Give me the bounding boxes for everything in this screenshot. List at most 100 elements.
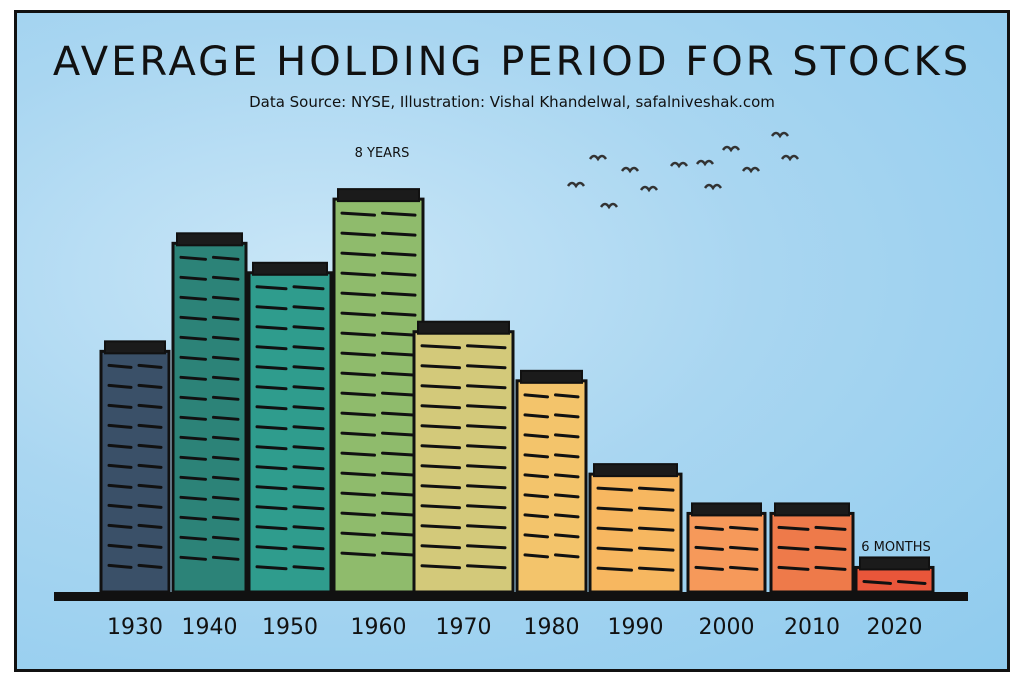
window-stripe [420,484,461,490]
bird-icon [741,166,761,174]
x-tick-label: 2000 [699,615,755,640]
window-stripe [292,325,325,331]
window-stripe [255,305,288,311]
window-stripe [381,251,417,257]
window-stripe [255,565,288,571]
window-stripe [255,525,288,531]
window-stripe [638,566,675,572]
bar-1930 [99,340,171,594]
window-stripe [554,453,580,459]
window-stripe [255,285,288,291]
window-stripe [340,551,376,557]
window-stripe [292,565,325,571]
window-stripe [107,483,133,489]
window-stripe [729,525,759,531]
window-stripe [292,545,325,551]
window-stripe [292,445,325,451]
window-stripe [137,563,163,569]
bar-roof [593,463,678,478]
bird-icon [620,166,640,174]
bar-roof [176,232,243,247]
window-stripe [420,464,461,470]
bar-1990 [588,463,683,594]
window-stripe [729,545,759,551]
window-stripe [212,275,240,281]
bar-1960 [332,188,425,594]
window-stripe [212,495,240,501]
window-stripe [694,565,724,571]
window-stripe [420,344,461,350]
window-stripe [420,384,461,390]
window-stripe [179,295,207,301]
window-stripe [255,345,288,351]
window-stripe [523,413,549,419]
x-tick-label: 1940 [182,615,238,640]
window-stripe [694,525,724,531]
window-stripe [179,415,207,421]
window-stripe [179,375,207,381]
window-stripe [381,231,417,237]
window-stripe [523,513,549,519]
window-stripe [137,443,163,449]
x-tick-label: 2010 [784,615,840,640]
window-stripe [777,545,810,551]
max-annotation: 8 YEARS [355,146,410,161]
bar-roof [252,261,328,276]
window-stripe [292,485,325,491]
window-stripe [596,546,633,552]
window-stripe [137,503,163,509]
window-stripe [420,524,461,530]
window-stripe [420,404,461,410]
bar-roof [417,320,510,335]
window-stripe [107,523,133,529]
window-stripe [255,385,288,391]
window-stripe [255,465,288,471]
window-stripe [255,425,288,431]
window-stripe [255,445,288,451]
window-stripe [340,511,376,517]
window-stripe [292,525,325,531]
window-stripe [255,545,288,551]
bar-body [854,565,935,594]
window-stripe [179,535,207,541]
window-stripe [107,383,133,389]
window-stripe [777,565,810,571]
window-stripe [255,485,288,491]
bird-icon [639,185,659,193]
bird-icon [695,159,715,167]
window-stripe [729,565,759,571]
chart-subtitle: Data Source: NYSE, Illustration: Vishal … [249,93,775,111]
window-stripe [814,545,847,551]
window-stripe [381,371,417,377]
window-stripe [292,345,325,351]
window-stripe [554,393,580,399]
window-stripe [420,504,461,510]
bird-icon [669,161,689,169]
window-stripe [596,486,633,492]
window-stripe [814,565,847,571]
min-annotation: 6 MONTHS [861,540,931,555]
window-stripe [638,526,675,532]
window-stripe [420,424,461,430]
window-stripe [554,513,580,519]
window-stripe [255,365,288,371]
window-stripe [179,275,207,281]
window-stripe [137,523,163,529]
bird-icon [599,202,619,210]
window-stripe [523,433,549,439]
window-stripe [179,255,207,261]
window-stripe [292,405,325,411]
window-stripe [523,533,549,539]
window-stripe [381,351,417,357]
window-stripe [523,473,549,479]
window-stripe [107,503,133,509]
window-stripe [381,311,417,317]
x-tick-label: 1980 [524,615,580,640]
bar-1940 [171,232,248,594]
window-stripe [381,471,417,477]
window-stripe [212,295,240,301]
window-stripe [340,331,376,337]
window-stripe [897,579,927,585]
window-stripe [137,543,163,549]
window-stripe [523,553,549,559]
